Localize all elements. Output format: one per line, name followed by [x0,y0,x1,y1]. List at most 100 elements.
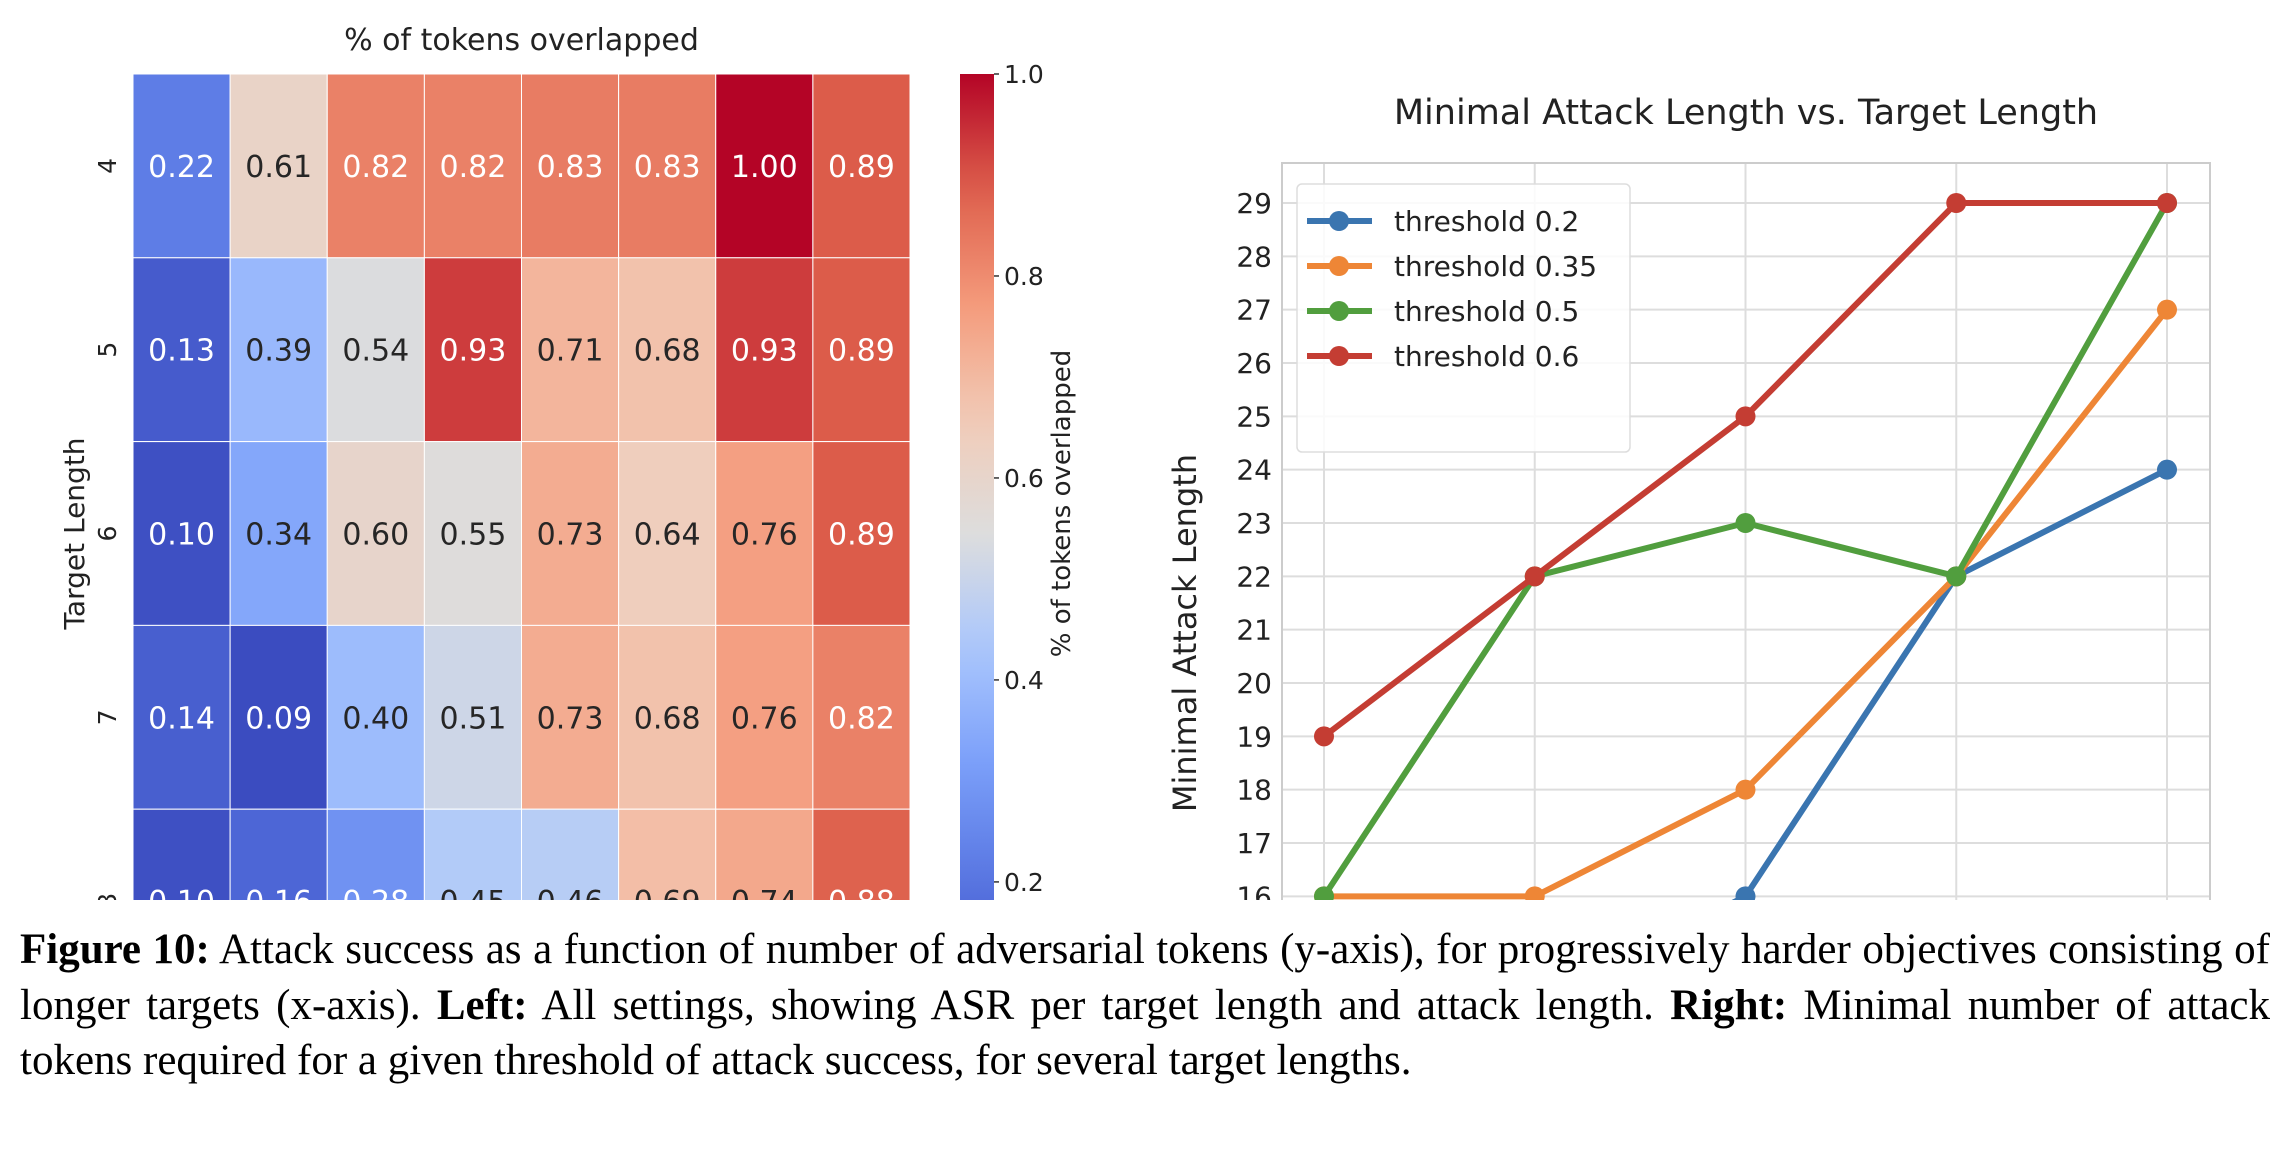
data-point [2157,193,2177,213]
data-point [2157,299,2177,320]
data-point [1946,193,1967,213]
colorbar-tick-label: 0.8 [1004,262,1044,291]
legend-marker [1329,346,1349,366]
data-point [1735,779,1756,800]
heatmap-cell [132,624,231,810]
legend-box [1296,183,1631,453]
legend-marker [1329,211,1349,231]
caption-left-label: Left: [436,981,528,1029]
chart-title: % of tokens overlapped [344,23,699,58]
cell-value-label: 0.14 [148,701,215,736]
y-tick-label: 18 [1236,774,1272,807]
data-point [1524,566,1545,587]
legend-label: threshold 0.5 [1394,295,1579,328]
cell-value-label: 0.68 [634,334,701,369]
cell-value-label: 0.73 [537,701,604,736]
cell-value-label: 0.71 [537,334,604,369]
cell-value-label: 0.83 [537,150,604,185]
heatmap-cell [521,441,620,626]
heatmap-cell [326,808,425,900]
legend-label: threshold 0.6 [1394,340,1579,373]
cell-value-label: 0.82 [828,701,895,736]
heatmap-cell [229,808,328,900]
cell-value-label: 0.60 [342,518,409,553]
heatmap-cell [423,808,522,900]
heatmap-cell [715,624,814,810]
cell-value-label: 0.64 [634,518,701,553]
y-tick-label: 19 [1236,720,1272,753]
heatmap-cell [132,441,231,626]
cell-value-label: 0.09 [245,701,312,736]
heatmap-cell [715,441,814,626]
y-tick-label: 20 [1236,667,1272,700]
y-tick-label: 23 [1236,507,1272,540]
data-point [1314,886,1334,900]
data-point [1524,886,1545,900]
data-point [2157,459,2177,480]
y-tick-label: 16 [1236,880,1272,900]
cell-value-label: 0.28 [342,885,409,900]
heatmap-cell [229,257,328,443]
y-tick-label: 6 [93,526,122,542]
cell-value-label: 0.76 [731,518,798,553]
data-point [1735,406,1756,427]
cell-value-label: 0.88 [828,885,895,900]
legend-label: threshold 0.2 [1394,205,1579,238]
cell-value-label: 0.45 [440,885,507,900]
heatmap-cell [618,73,717,259]
colorbar-tick-label: 0.4 [1004,666,1044,695]
cell-value-label: 0.93 [440,334,507,369]
heatmap-cell [423,441,522,626]
cell-value-label: 0.46 [537,885,604,900]
y-tick-label: 28 [1236,240,1272,273]
y-tick-label: 25 [1236,400,1272,433]
y-tick-label: 29 [1236,187,1272,220]
heatmap-cell [812,257,911,443]
cell-value-label: 0.89 [828,150,895,185]
heatmap-cell [715,808,814,900]
cell-value-label: 0.54 [342,334,409,369]
cell-value-label: 0.13 [148,334,215,369]
cell-value-label: 0.82 [342,150,409,185]
cell-value-label: 0.73 [537,518,604,553]
heatmap-chart: % of tokens overlapped 0.22 0.61 0.82 0.82 0.… [58,23,1077,900]
caption-label: Figure 10: [20,926,210,973]
heatmap-cell [132,73,231,259]
cell-value-label: 0.16 [245,885,312,900]
cell-value-label: 0.76 [731,701,798,736]
y-tick-label: 17 [1236,827,1272,860]
y-tick-label: 27 [1236,294,1272,327]
data-point [1946,566,1967,587]
legend-marker [1329,301,1349,321]
y-tick-label: 21 [1236,614,1272,647]
heatmap-cell [812,73,911,259]
y-tick-label: 7 [93,709,122,725]
figure-caption: Figure 10: Attack success as a function … [20,922,2270,1089]
heatmap-cell [715,257,814,443]
chart-title: Minimal Attack Length vs. Target Length [1394,93,2098,133]
caption-text: Minimal number of attack tokens required… [20,981,2270,1085]
cell-value-label: 0.10 [148,885,215,900]
heatmap-cell [812,441,911,626]
cell-value-label: 0.55 [440,518,507,553]
colorbar-tick-label: 0.6 [1004,464,1044,493]
caption-text: Attack success as a function of number o… [20,926,2270,1029]
colorbar-tick-label: 1.0 [1004,60,1044,89]
cell-value-label: 0.39 [245,334,312,369]
heatmap-cell [618,257,717,443]
y-axis-label: Minimal Attack Length [1166,454,1204,812]
heatmap-cell [326,441,425,626]
cell-value-label: 0.34 [245,518,312,553]
y-tick-label: 8 [93,893,122,900]
colorbar-label: % of tokens overlapped [1047,350,1077,657]
heatmap-cell [326,624,425,810]
data-point [1735,513,1756,533]
cell-value-label: 0.89 [828,518,895,553]
cell-value-label: 0.82 [440,150,507,185]
colorbar-tick-label: 0.2 [1004,868,1044,897]
heatmap-cell [132,808,231,900]
y-tick-label: 22 [1236,560,1272,593]
data-point [1735,886,1756,900]
heatmap-cell [521,73,620,259]
